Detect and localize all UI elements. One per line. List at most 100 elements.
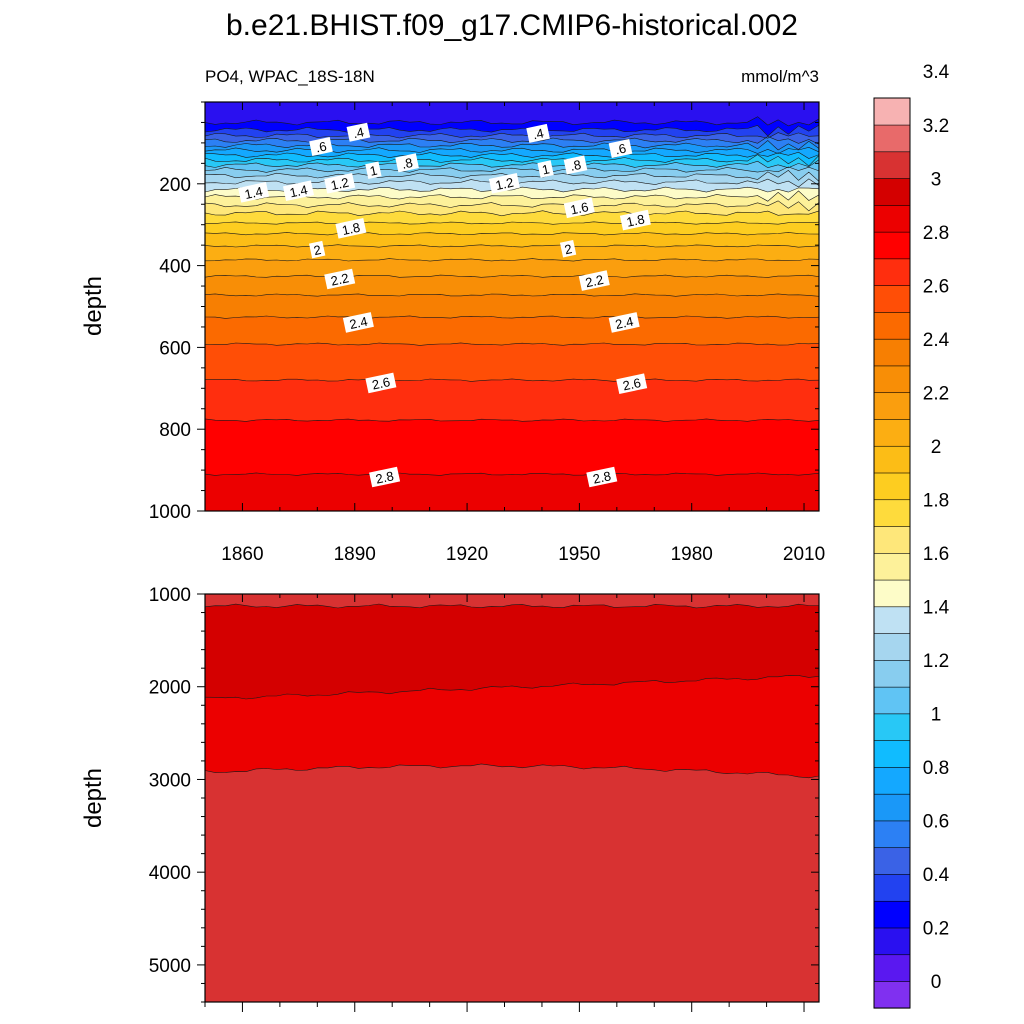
- upper-contour-2.2: [205, 274, 819, 278]
- colorbar-swatch-3: [873, 900, 911, 929]
- contour-label-1: .4: [526, 123, 550, 143]
- contour-label-text-23: 2.8: [374, 468, 395, 486]
- contour-label-text-2: .6: [314, 139, 328, 156]
- upper-x-tick-label-0: 1860: [221, 544, 263, 565]
- contour-label-20: 2.4: [608, 312, 640, 333]
- contour-label-10: 1.4: [238, 182, 270, 203]
- upper-band-2.1: [205, 258, 819, 278]
- contour-label-text-11: 1.4: [288, 182, 309, 200]
- colorbar-swatch-25: [873, 311, 911, 340]
- contour-label-text-15: 2: [312, 242, 322, 258]
- upper-y-tick-label-4: 1000: [149, 502, 191, 523]
- lower-y-tick-label-3: 4000: [149, 863, 191, 884]
- upper-fill-bands: [205, 102, 819, 511]
- upper-contour-0.6: [205, 140, 819, 151]
- contour-label-text-4: .8: [400, 155, 414, 172]
- colorbar-swatch-28: [873, 231, 911, 260]
- colorbar-swatch-33: [873, 97, 911, 126]
- contour-label-18: 2.2: [578, 270, 610, 291]
- upper-contour-1.6: [205, 200, 819, 212]
- upper-band-2.5: [205, 342, 819, 382]
- upper-contour-0.3: [205, 124, 819, 137]
- contour-label-3: .6: [608, 138, 633, 159]
- colorbar-swatch-32: [873, 124, 911, 153]
- upper-contour-1.1: [205, 166, 819, 173]
- lower-y-tick-label-2: 3000: [149, 770, 191, 791]
- upper-x-tick-label-5: 2010: [783, 544, 825, 565]
- contour-label-0: .4: [346, 122, 371, 142]
- colorbar-tick-label-16: 3.2: [923, 116, 949, 137]
- colorbar-swatch-23: [873, 365, 911, 394]
- colorbar-tick-label-10: 2: [931, 437, 942, 458]
- colorbar-swatch-7: [873, 793, 911, 822]
- contour-label-12: 1.6: [563, 197, 595, 219]
- upper-contour-2.6: [205, 378, 819, 382]
- contour-label-text-20: 2.4: [614, 314, 635, 332]
- colorbar-tick-label-9: 1.8: [923, 491, 949, 512]
- colorbar-swatch-5: [873, 847, 911, 875]
- lower-y-tick-label-1: 2000: [149, 678, 191, 699]
- units-subtitle: mmol/m^3: [741, 67, 819, 86]
- contour-label-text-12: 1.6: [569, 199, 590, 217]
- contour-label-text-8: 1.2: [329, 175, 350, 193]
- upper-contour-0.8: [205, 151, 819, 159]
- contour-label-text-5: .8: [569, 157, 583, 174]
- main-title: b.e21.BHIST.f09_g17.CMIP6-historical.002: [226, 9, 798, 42]
- colorbar-swatch-20: [873, 445, 911, 474]
- upper-contour-2.1: [205, 258, 819, 262]
- upper-contour-1: [205, 159, 819, 169]
- lower-fill-bands: [205, 594, 819, 1002]
- colorbar-swatch-24: [873, 338, 911, 367]
- upper-contour-labels: .4 .4 .6 .6 .8 .8 1 1 1.2 1.2 1.4 1.4 1.6 1.8 1.8 2 2 2.2…: [238, 122, 651, 488]
- upper-y-tick-label-0: 200: [159, 175, 191, 196]
- upper-contour-1.8: [205, 221, 819, 225]
- upper-contour-2: [205, 244, 819, 248]
- colorbar-tick-label-7: 1.4: [923, 598, 950, 619]
- contour-label-text-13: 1.8: [341, 220, 362, 238]
- colorbar-swatch-16: [873, 552, 911, 581]
- contour-label-text-17: 2.2: [329, 270, 350, 288]
- colorbar-swatch-9: [873, 740, 911, 768]
- contour-label-4: .8: [395, 153, 419, 173]
- colorbar-tick-label-14: 2.8: [923, 223, 949, 244]
- lower-x-ticks: [204, 594, 805, 1012]
- upper-contour-0.9: [205, 154, 819, 167]
- upper-y-axis-label: depth: [80, 276, 107, 336]
- upper-x-tick-label-1: 1890: [334, 544, 376, 565]
- contour-label-text-21: 2.6: [371, 374, 392, 392]
- contour-label-9: 1.2: [488, 173, 520, 194]
- lower-contour-2: [205, 763, 819, 779]
- colorbar-swatch-29: [873, 204, 911, 233]
- upper-y-tick-label-1: 400: [159, 257, 191, 278]
- upper-y-tick-label-2: 600: [159, 338, 191, 359]
- upper-band-2.7: [205, 418, 819, 476]
- contour-label-text-10: 1.4: [243, 184, 264, 202]
- colorbar-swatch-17: [873, 525, 911, 554]
- contour-label-23: 2.8: [369, 466, 401, 488]
- colorbar-swatch-0: [873, 980, 911, 1009]
- colorbar-tick-label-11: 2.2: [923, 383, 949, 404]
- contour-label-15: 2: [309, 240, 326, 259]
- upper-contour-0.5: [205, 136, 819, 145]
- colorbar-swatch-8: [873, 766, 911, 795]
- colorbar-swatch-15: [873, 579, 911, 608]
- lower-y-tick-label-0: 1000: [149, 585, 191, 606]
- contour-label-text-9: 1.2: [494, 175, 515, 193]
- lower-y-tick-label-4: 5000: [149, 956, 191, 977]
- colorbar-swatch-13: [873, 632, 911, 661]
- upper-band-2.6: [205, 378, 819, 422]
- colorbar-swatch-1: [873, 954, 911, 982]
- contour-label-text-6: 1: [368, 163, 378, 179]
- colorbar-swatch-19: [873, 472, 911, 501]
- upper-contour-2.3: [205, 293, 819, 297]
- upper-band-2.2: [205, 274, 819, 297]
- colorbar-swatch-10: [873, 713, 911, 741]
- lower-band-2.9: [205, 604, 819, 699]
- contour-label-21: 2.6: [365, 372, 397, 394]
- colorbar-tick-label-6: 1.2: [923, 651, 949, 672]
- upper-contour-lines: [205, 116, 819, 476]
- colorbar-tick-label-12: 2.4: [923, 330, 950, 351]
- contour-label-2: .6: [309, 136, 333, 157]
- colorbar: 0 0.2 0.4 0.6 0.8 1 1.2 1.4 1.6 1.8 2 2.2 2.4 2.6 2.8 3…: [873, 62, 950, 1009]
- colorbar-frame: [873, 97, 911, 1009]
